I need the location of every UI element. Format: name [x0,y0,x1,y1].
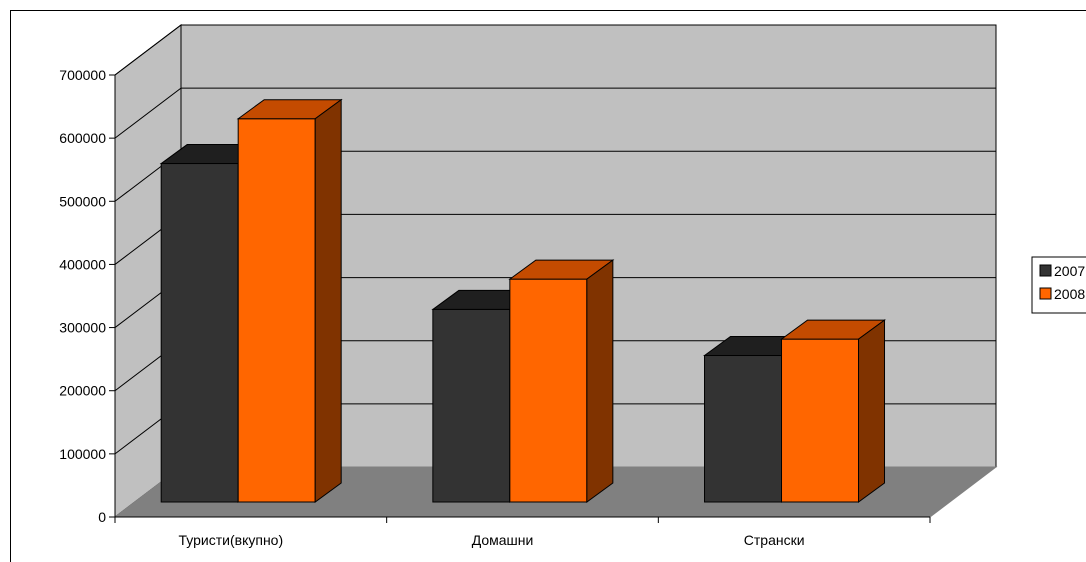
y-tick-label: 700000 [59,67,106,83]
y-tick-label: 300000 [59,320,106,336]
bar-front [781,338,860,503]
bars [159,98,887,503]
gridline [114,24,996,76]
y-tick-label: 200000 [59,383,106,399]
bar-front [160,163,239,503]
y-tick-label: 0 [98,509,106,525]
legend: 2007 2008 [1031,256,1086,314]
bar-front [704,355,783,503]
category-label: Странски [744,532,805,548]
bar-front [237,118,316,503]
legend-box [1031,256,1086,314]
bar-2008-2 [779,319,887,503]
legend-label: 2007 [1054,263,1085,279]
axes [109,74,931,523]
bar-side [586,259,614,503]
category-label: Домашни [472,532,534,548]
labels: 0 100000 200000 300000 400000 500000 600000 700… [59,67,804,548]
category-label: Туристи(вкупно) [179,532,284,548]
legend-swatch [1039,287,1052,300]
bar-2008-1 [508,259,615,503]
legend-label: 2008 [1054,286,1085,302]
y-tick-label: 400000 [59,256,106,272]
bar-side [858,319,886,503]
bar-2008-0 [236,98,343,503]
bar-side [314,98,342,503]
y-tick-label: 600000 [59,130,106,146]
legend-swatch [1039,264,1052,277]
bar-front [432,308,511,503]
y-tick-label: 500000 [59,193,106,209]
gridline [114,87,996,139]
y-tick-label: 100000 [59,446,106,462]
bar-front [509,278,588,503]
